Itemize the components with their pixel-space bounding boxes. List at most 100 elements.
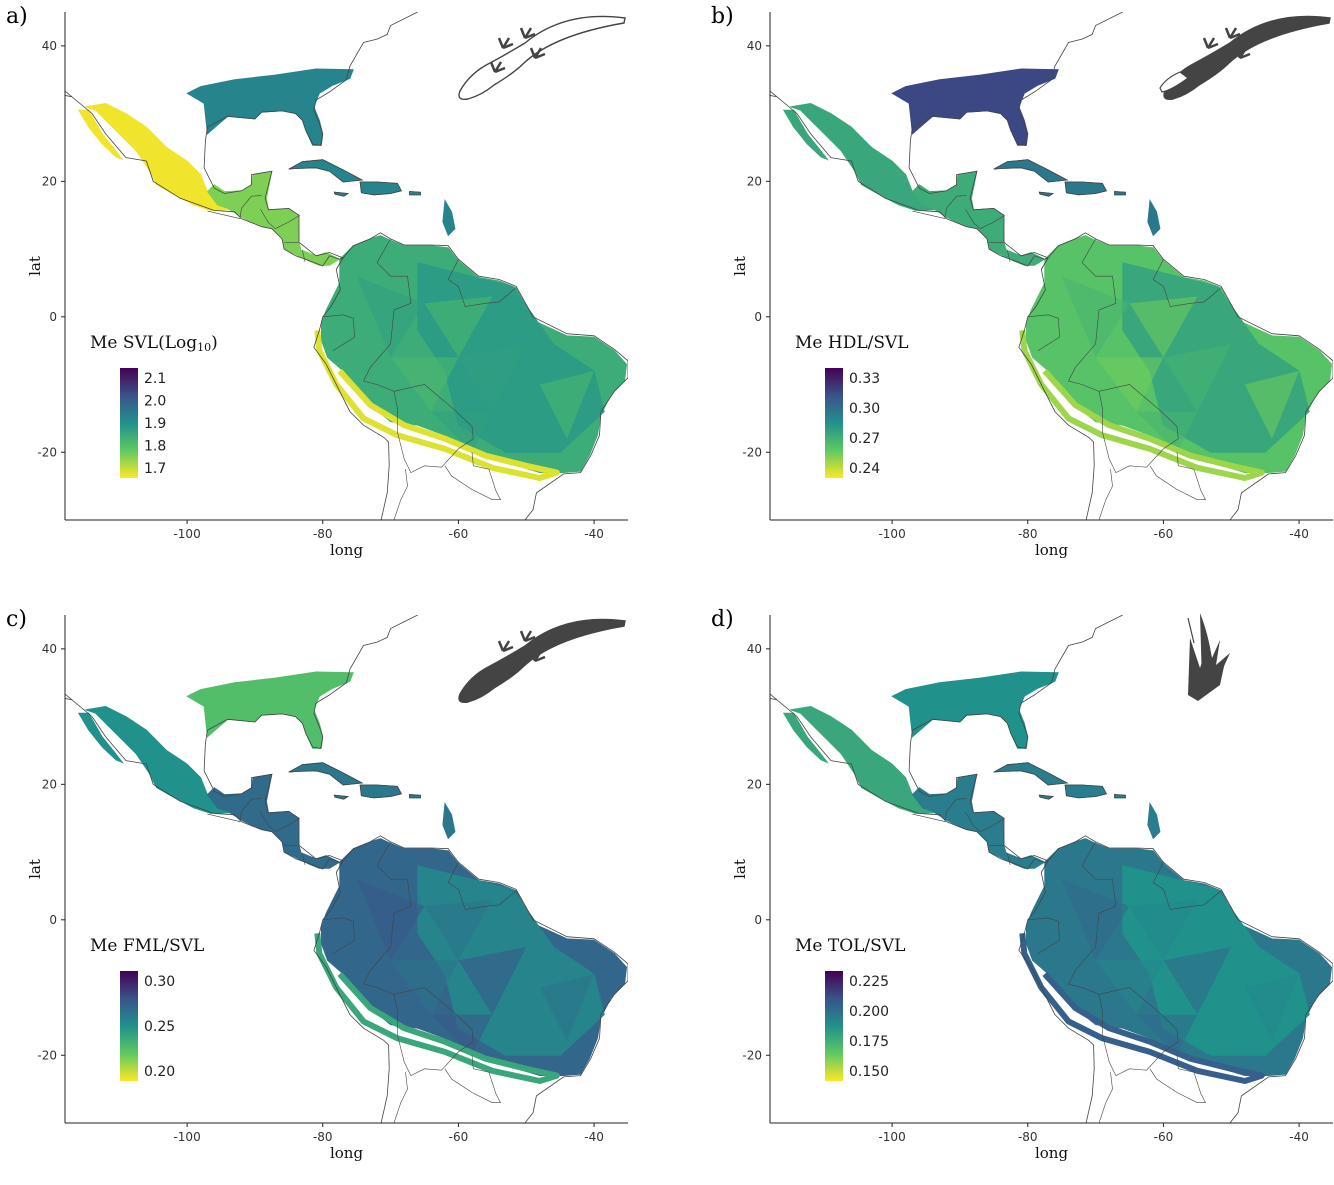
raster-mex [782,109,829,161]
raster-cam [206,170,341,266]
raster-facet [1061,879,1130,961]
x-tick-label: -80 [313,527,333,541]
border [336,862,343,873]
legend-title: Me SVL(Log10) [90,333,218,354]
raster-mex [77,109,124,161]
border [473,519,474,520]
border [1149,452,1206,501]
y-tick-label: 40 [42,642,57,656]
raster-facet [431,411,493,453]
border [965,811,1005,833]
x-tick-label: -80 [1018,1130,1038,1144]
border [1068,841,1179,1077]
border [260,208,300,230]
panel-letter: a) [6,4,28,29]
y-tick-label: -20 [37,445,57,459]
border [207,195,262,219]
y-tick-label: 20 [42,174,57,188]
x-tick-label: -60 [1154,1130,1174,1144]
map-tol: -100 -80 -60 -40 40 20 0 -20 long lat Me TOL/SVL 0.… [731,613,1333,1162]
raster-facet [431,1014,493,1056]
panel-letter: c) [6,607,27,632]
island [993,762,1069,786]
raster-car [1147,199,1161,237]
legend-tick-label: 1.9 [144,416,166,432]
y-axis-label: lat [731,859,749,879]
raster-facet [458,946,527,1015]
map-svl: -100 -80 -60 -40 40 20 0 -20 long lat Me SVL(Log10… [26,12,628,559]
coastline-layer [65,615,628,1123]
island [993,159,1069,183]
island [409,191,421,196]
border [393,1072,408,1123]
border [322,917,355,954]
border [1041,259,1048,270]
border [444,452,501,501]
raster-facet [424,296,493,358]
legend-tick-label: 0.27 [849,431,880,447]
x-axis-label: long [330,1144,363,1162]
border [1027,917,1060,954]
coastline-layer [65,12,628,520]
y-tick-label: 20 [747,777,762,791]
border [207,798,262,822]
legend-title: Me FML/SVL [90,936,204,956]
y-tick-label: -20 [742,1048,762,1062]
coastline [908,615,1123,862]
island [288,159,364,183]
y-tick-label: 0 [49,310,57,324]
coastline-layer [770,12,1333,520]
raster-car [359,181,402,196]
y-tick-label: 20 [42,777,57,791]
y-tick-label: -20 [742,445,762,459]
raster-cam [206,773,341,869]
x-tick-label: -100 [173,527,200,541]
raster-facet [539,371,595,439]
raster-cam [911,170,1046,266]
island [1114,794,1126,799]
map-hdl: -100 -80 -60 -40 40 20 0 -20 long lat Me HDL/SVL 0.… [731,12,1333,559]
border [1152,862,1221,910]
border [363,238,474,474]
border [1007,853,1011,865]
x-tick-label: -100 [878,527,905,541]
x-tick-label: -40 [584,527,604,541]
border [302,250,306,262]
panel-d: d) -100 -80 -60 -40 40 20 0 -20 long lat Me TOL/SVL… [705,603,1334,1185]
island [359,181,402,196]
raster-facet [1136,411,1198,453]
raster-facet [424,899,493,961]
y-axis-label: lat [731,256,749,276]
coastline [1047,232,1333,520]
coastline [65,693,73,701]
x-tick-label: -40 [584,1130,604,1144]
border [336,259,343,270]
coastline [770,693,778,701]
coastline [770,90,778,98]
panel-letter: d) [711,607,734,632]
border [447,862,516,910]
x-tick-label: -40 [1289,1130,1309,1144]
raster-facet [1129,899,1198,961]
coastline [342,232,628,520]
raster-facet [1163,343,1232,412]
lizard-outline-icon [458,15,626,101]
border [1007,250,1011,262]
x-tick-label: -80 [313,1130,333,1144]
x-tick-label: -60 [449,527,469,541]
border [260,811,300,833]
raster-car [442,199,456,237]
lizard-toe-icon [1187,613,1230,701]
y-tick-label: 20 [747,174,762,188]
legend-tick-label: 0.25 [144,1019,175,1035]
coastline [313,860,390,1123]
raster-rim [314,329,560,481]
border [1178,519,1179,520]
raster-mex [77,712,124,764]
legend-colorbar [120,971,138,1081]
border [1149,1055,1206,1104]
raster-facet [356,276,425,358]
coastline [65,698,344,870]
map-fml: -100 -80 -60 -40 40 20 0 -20 long lat Me FML/SVL 0.… [26,615,628,1162]
border [1068,238,1179,474]
